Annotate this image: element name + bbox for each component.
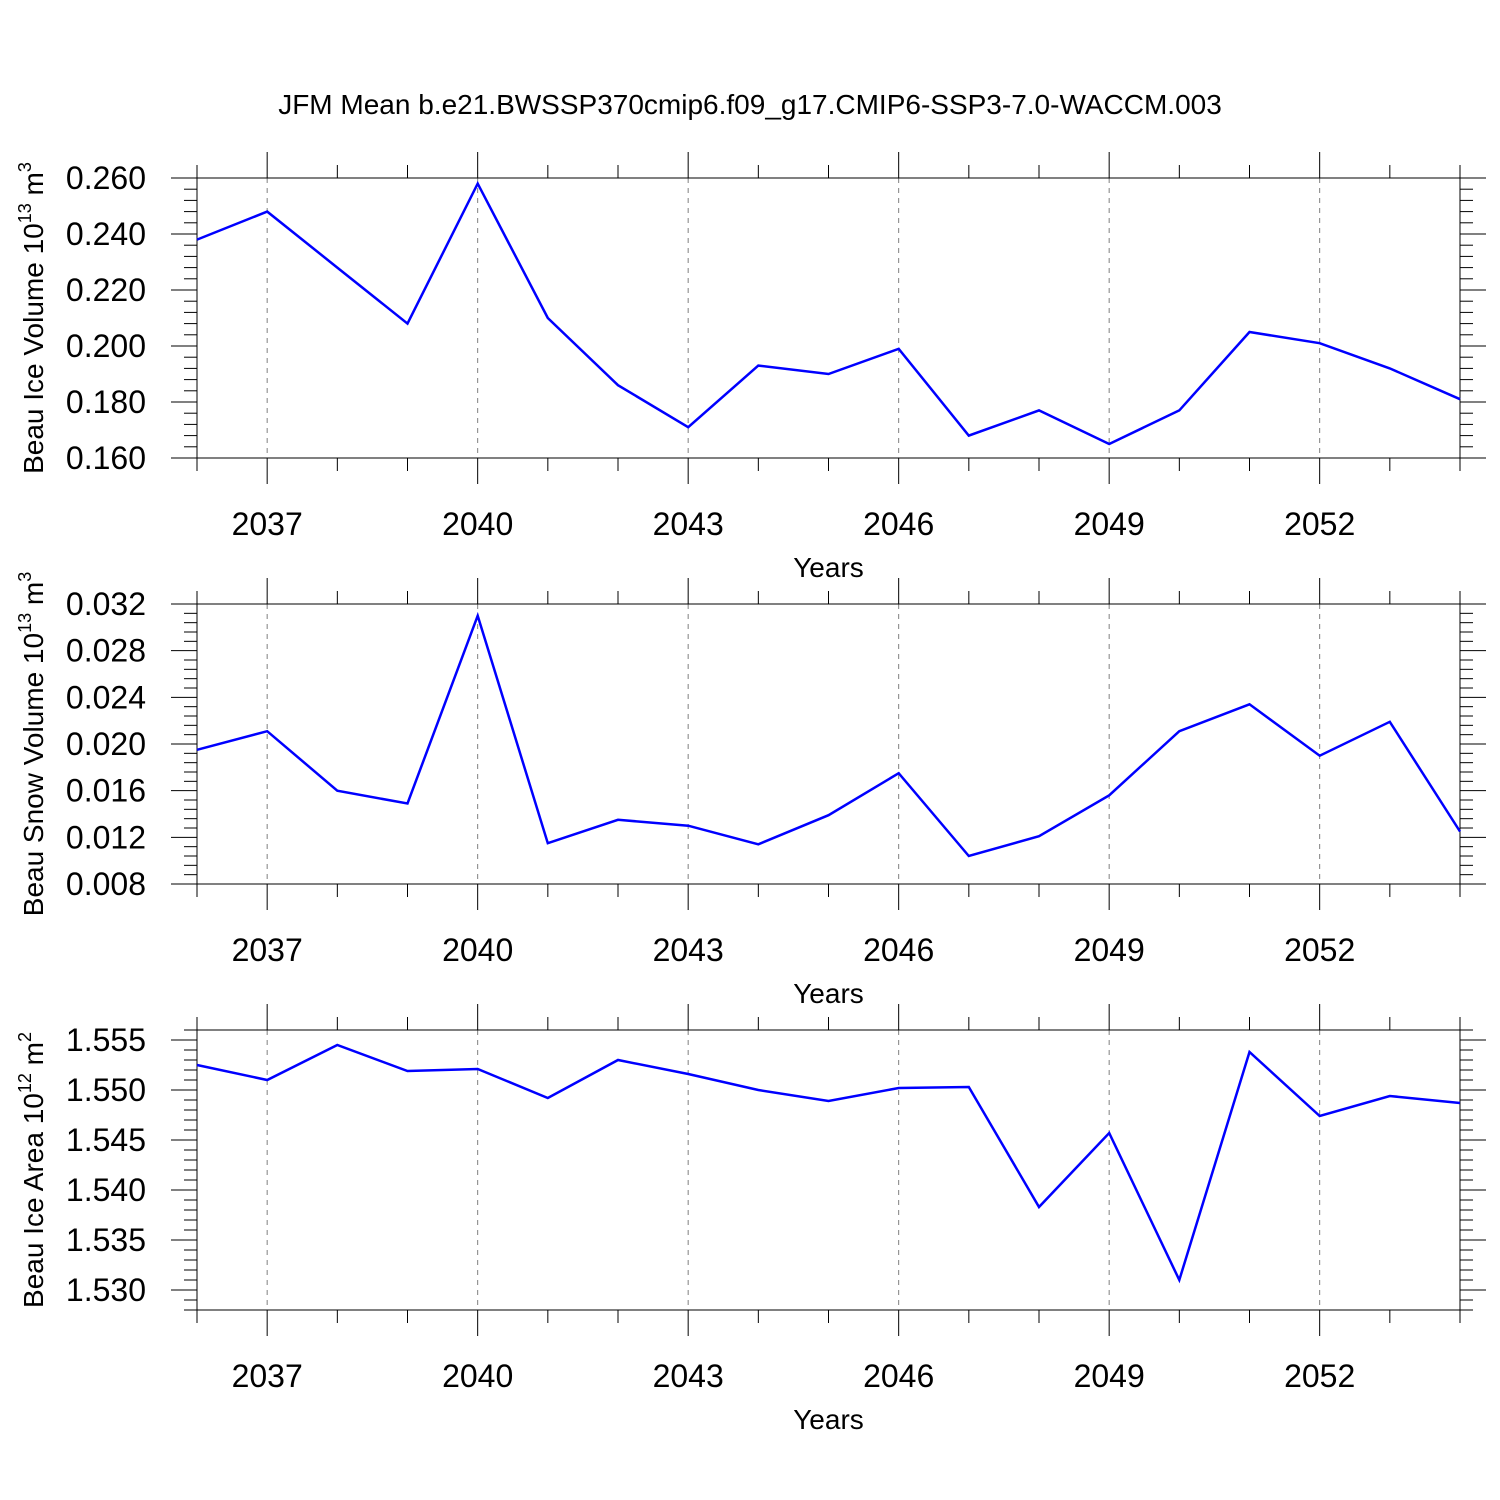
x-tick-label: 2043 xyxy=(653,1358,724,1394)
y-tick-label: 0.180 xyxy=(66,384,146,420)
x-axis-label: Years xyxy=(793,552,864,583)
plot-frame xyxy=(196,177,1461,459)
chart-panel-1: 0.160 0.180 0.200 0.220 0.240 0.260 2037 2040 20… xyxy=(15,152,1486,583)
y-tick-label: 1.550 xyxy=(66,1072,146,1108)
x-tick-label: 2043 xyxy=(653,506,724,542)
y-axis-label: Beau Ice Area 1012 m2 xyxy=(15,1032,49,1308)
y-tick-label: 1.540 xyxy=(66,1172,146,1208)
x-tick-label: 2052 xyxy=(1284,506,1355,542)
panels: 0.160 0.180 0.200 0.220 0.240 0.260 2037 2040 20… xyxy=(15,152,1486,1435)
x-tick-label: 2049 xyxy=(1074,932,1145,968)
series-line xyxy=(196,1043,1461,1284)
y-axis-label: Beau Snow Volume 1013 m3 xyxy=(15,572,49,916)
y-tick-label: 0.240 xyxy=(66,216,146,252)
x-tick-label: 2040 xyxy=(442,506,513,542)
x-axis-label: Years xyxy=(793,978,864,1009)
y-tick-label: 0.160 xyxy=(66,440,146,476)
x-tick-label: 2052 xyxy=(1284,932,1355,968)
x-tick-label: 2043 xyxy=(653,932,724,968)
x-tick-label: 2037 xyxy=(232,506,303,542)
series-line xyxy=(196,180,1461,446)
y-tick-label: 0.020 xyxy=(66,726,146,762)
x-tick-label: 2046 xyxy=(863,1358,934,1394)
y-tick-label: 0.016 xyxy=(66,773,146,809)
x-tick-label: 2052 xyxy=(1284,1358,1355,1394)
y-tick-label: 1.535 xyxy=(66,1222,146,1258)
y-tick-label: 0.028 xyxy=(66,633,146,669)
y-tick-label: 1.555 xyxy=(66,1022,146,1058)
y-tick-label: 0.260 xyxy=(66,160,146,196)
y-tick-label: 0.008 xyxy=(66,866,146,902)
y-tick-label: 1.545 xyxy=(66,1122,146,1158)
x-tick-label: 2037 xyxy=(232,932,303,968)
y-tick-label: 0.024 xyxy=(66,679,146,715)
y-tick-label: 0.012 xyxy=(66,819,146,855)
x-tick-label: 2046 xyxy=(863,506,934,542)
y-tick-label: 1.530 xyxy=(66,1272,146,1308)
series-line xyxy=(196,611,1462,858)
x-tick-label: 2046 xyxy=(863,932,934,968)
x-axis-label: Years xyxy=(793,1404,864,1435)
chart-panel-2: 0.008 0.012 0.016 0.020 0.024 0.028 0.032 2037 2… xyxy=(15,572,1486,1009)
x-tick-label: 2040 xyxy=(442,932,513,968)
y-tick-label: 0.032 xyxy=(66,586,146,622)
plot-frame xyxy=(196,603,1461,885)
chart-panel-3: 1.530 1.535 1.540 1.545 1.550 1.555 2037 2040 20… xyxy=(15,1004,1486,1435)
y-tick-label: 0.220 xyxy=(66,272,146,308)
x-tick-label: 2049 xyxy=(1074,506,1145,542)
x-tick-label: 2049 xyxy=(1074,1358,1145,1394)
y-tick-label: 0.200 xyxy=(66,328,146,364)
y-axis-label: Beau Ice Volume 1013 m3 xyxy=(15,162,49,474)
x-tick-label: 2037 xyxy=(232,1358,303,1394)
x-tick-label: 2040 xyxy=(442,1358,513,1394)
figure-title: JFM Mean b.e21.BWSSP370cmip6.f09_g17.CMI… xyxy=(278,89,1222,120)
